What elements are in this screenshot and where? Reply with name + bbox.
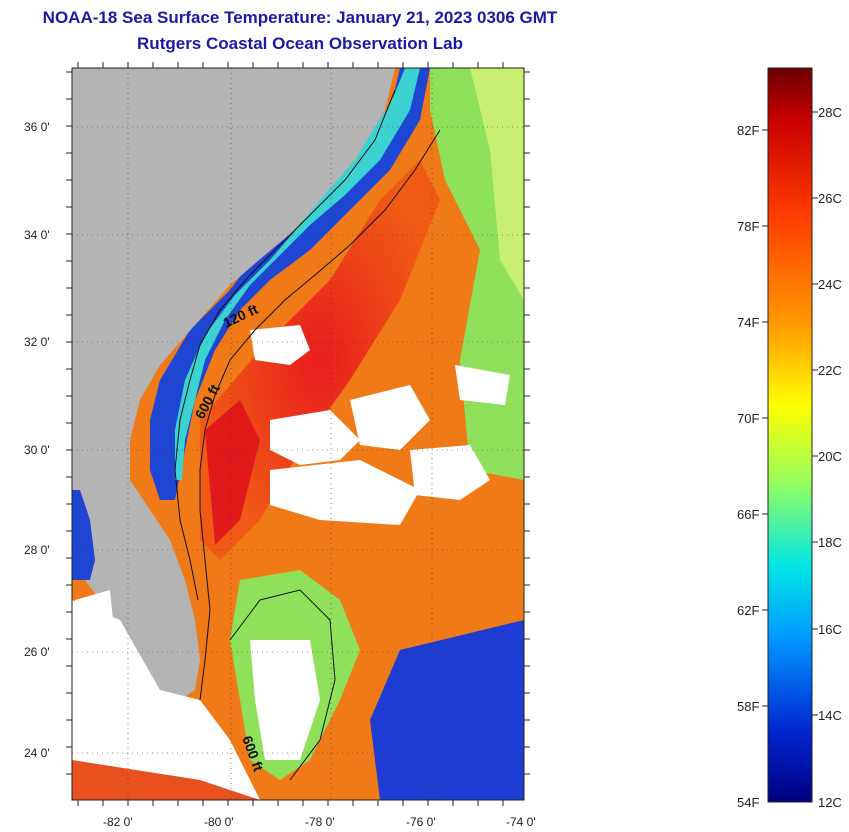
gulf-stream-core bbox=[200, 160, 440, 560]
lon-label-82: -82 0' bbox=[103, 815, 133, 829]
colorbar-f-70: 70F bbox=[737, 411, 759, 426]
colorbar-f-78: 78F bbox=[737, 219, 759, 234]
colorbar-f-58: 58F bbox=[737, 699, 759, 714]
contour-120ft bbox=[174, 89, 396, 601]
colorbar-f-82: 82F bbox=[737, 123, 759, 138]
colorbar bbox=[767, 67, 813, 803]
colorbar-f-54: 54F bbox=[737, 795, 759, 810]
cloud-patch-4 bbox=[270, 460, 420, 525]
colorbar-c-28: 28C bbox=[818, 105, 842, 120]
cloud-patch-7 bbox=[75, 590, 115, 660]
map-title: NOAA-18 Sea Surface Temperature: January… bbox=[42, 8, 558, 27]
contour-600ft bbox=[199, 129, 441, 701]
colorbar-c-26: 26C bbox=[818, 191, 842, 206]
cloud-patch-5 bbox=[410, 445, 490, 500]
colorbar-c-12: 12C bbox=[818, 795, 842, 810]
cloud-patch-1 bbox=[250, 325, 310, 365]
gulf-stream-hot-spot bbox=[205, 400, 260, 545]
cool-water-far-east bbox=[470, 68, 524, 300]
graticule bbox=[72, 68, 524, 800]
colorbar-c-22: 22C bbox=[818, 363, 842, 378]
colorbar-c-20: 20C bbox=[818, 449, 842, 464]
map-ticks bbox=[66, 62, 530, 806]
cloud-patch-3 bbox=[350, 385, 430, 450]
colorbar-c-18: 18C bbox=[818, 535, 842, 550]
lat-label-34: 34 0' bbox=[24, 228, 50, 242]
lat-label-26: 26 0' bbox=[24, 645, 50, 659]
colorbar-ticks bbox=[762, 111, 818, 716]
us-southeast-land bbox=[72, 68, 395, 700]
lat-label-28: 28 0' bbox=[24, 543, 50, 557]
lat-label-24: 24 0' bbox=[24, 746, 50, 760]
cloud-patch-2 bbox=[270, 410, 360, 465]
gulf-of-mexico-water bbox=[72, 490, 95, 580]
florida-straits-warm bbox=[72, 760, 260, 800]
lon-label-80: -80 0' bbox=[204, 815, 234, 829]
lat-label-32: 32 0' bbox=[24, 335, 50, 349]
lat-label-36: 36 0' bbox=[24, 120, 50, 134]
colorbar-f-66: 66F bbox=[737, 507, 759, 522]
colorbar-c-24: 24C bbox=[818, 277, 842, 292]
contour-bahamas bbox=[229, 589, 336, 781]
colorbar-c-14: 14C bbox=[818, 708, 842, 723]
sst-image bbox=[72, 68, 524, 800]
lat-label-30: 30 0' bbox=[24, 443, 50, 457]
bahamas-cloud bbox=[250, 640, 320, 760]
colorbar-f-62: 62F bbox=[737, 603, 759, 618]
cloud-patch-6 bbox=[455, 365, 510, 405]
lon-label-76: -76 0' bbox=[406, 815, 436, 829]
lon-label-78: -78 0' bbox=[305, 815, 335, 829]
colorbar-c-16: 16C bbox=[818, 622, 842, 637]
south-cloud bbox=[72, 600, 260, 800]
shelf-water bbox=[175, 68, 420, 480]
cold-water-southeast bbox=[370, 620, 524, 800]
lon-label-74: -74 0' bbox=[506, 815, 536, 829]
map-frame bbox=[71, 67, 525, 801]
map-subtitle: Rutgers Coastal Ocean Observation Lab bbox=[137, 34, 463, 53]
colorbar-f-74: 74F bbox=[737, 315, 759, 330]
